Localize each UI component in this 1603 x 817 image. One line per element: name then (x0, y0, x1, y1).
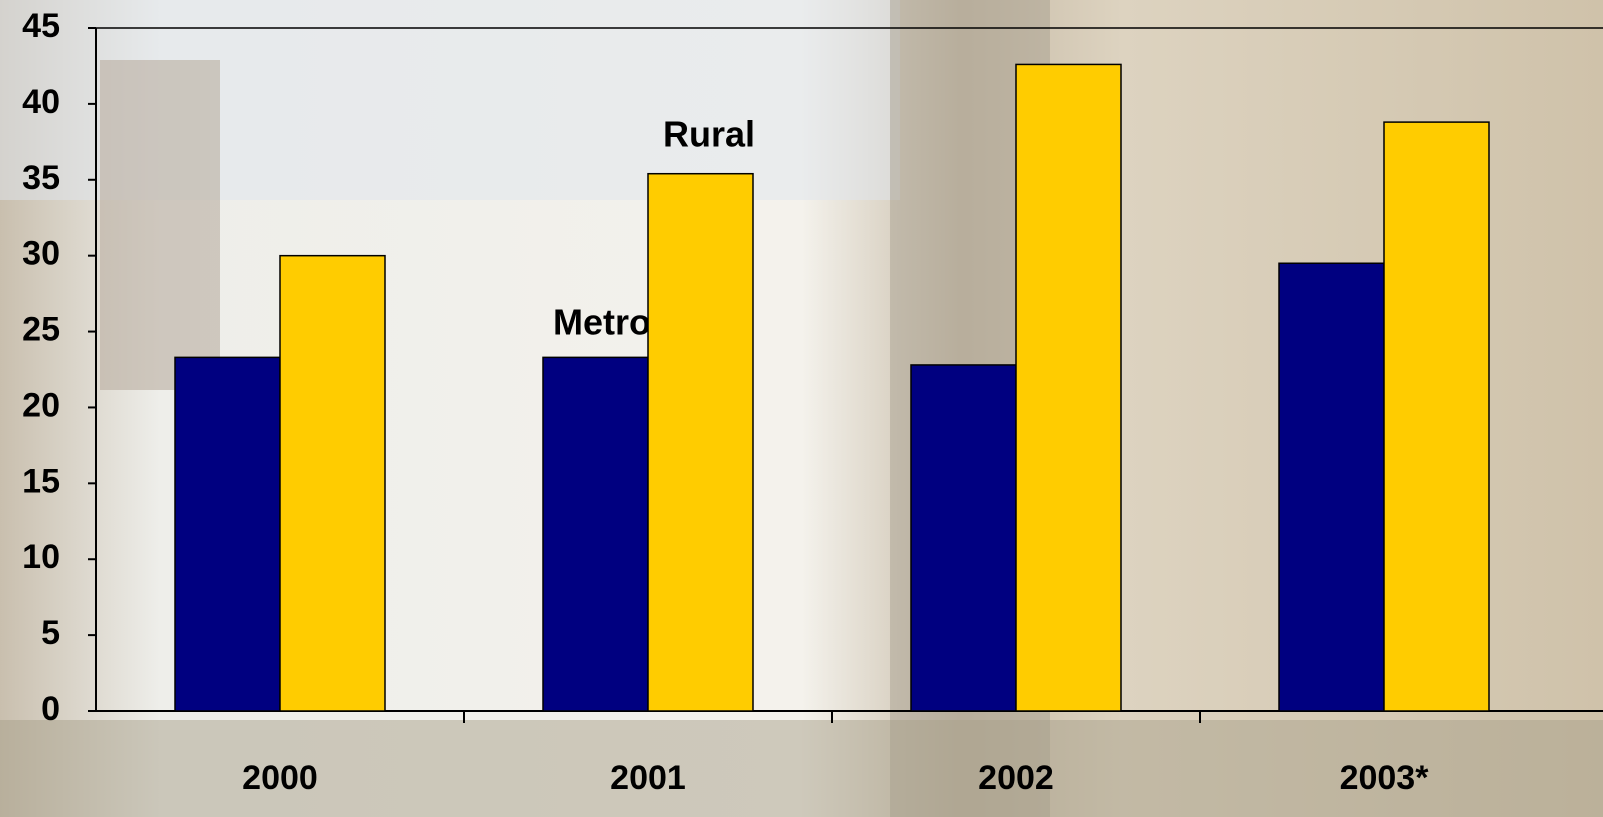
x-tick-label: 2001 (610, 759, 686, 797)
series-label: Metro (553, 302, 651, 343)
bar (1278, 262, 1385, 712)
bar (1015, 63, 1122, 712)
y-tick-label: 35 (22, 159, 60, 197)
y-tick-label: 15 (22, 462, 60, 500)
bar (647, 172, 754, 712)
y-tick-label: 25 (22, 311, 60, 349)
y-tick-label: 0 (41, 690, 60, 728)
x-tick-label: 2000 (242, 759, 318, 797)
y-tick-label: 20 (22, 386, 60, 424)
background-ground (0, 720, 1603, 817)
x-tick-label: 2002 (978, 759, 1054, 797)
bar (279, 254, 386, 712)
y-tick-label: 30 (22, 235, 60, 273)
background-building (100, 60, 220, 390)
bar (174, 356, 281, 712)
bar (1383, 121, 1490, 712)
y-tick-label: 10 (22, 538, 60, 576)
y-tick-label: 40 (22, 83, 60, 121)
y-tick-label: 5 (41, 614, 60, 652)
x-tick-label: 2003* (1340, 759, 1430, 797)
y-tick-label: 45 (22, 7, 60, 45)
series-label: Rural (663, 114, 755, 155)
bar (542, 356, 649, 712)
bar (910, 364, 1017, 712)
